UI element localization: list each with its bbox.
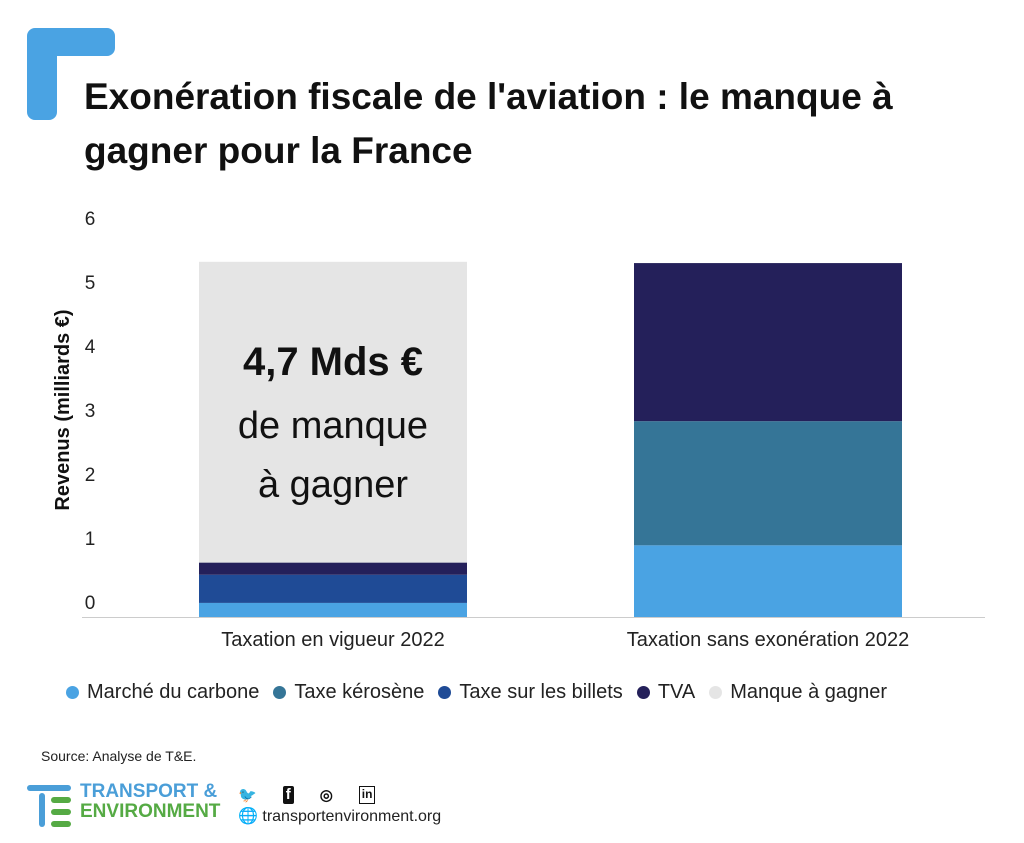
bar-segment <box>199 562 467 575</box>
legend-label: Taxe sur les billets <box>459 681 623 703</box>
annotation-amount: 4,7 Mds € <box>243 340 423 384</box>
annotation-text: de manque <box>238 405 428 447</box>
twitter-icon[interactable]: 🐦 <box>238 787 257 804</box>
legend: Marché du carbone Taxe kérosène Taxe sur l… <box>66 681 887 704</box>
bar-segment <box>634 263 902 422</box>
y-tick-label: 1 <box>85 529 96 550</box>
legend-item: Taxe sur les billets <box>438 681 623 704</box>
source-note: Source: Analyse de T&E. <box>41 748 197 764</box>
bar-segment <box>634 545 902 617</box>
chart-title: Exonération fiscale de l'aviation : le m… <box>84 76 893 171</box>
legend-dot-icon <box>636 686 650 699</box>
logo-line2: ENVIRONMENT <box>80 801 221 822</box>
y-tick-label: 3 <box>85 401 96 422</box>
legend-label: Marché du carbone <box>87 681 260 703</box>
instagram-icon[interactable]: ◎ <box>319 787 333 804</box>
website-url: transportenvironment.org <box>262 808 442 825</box>
legend-item: Taxe kérosène <box>273 681 424 704</box>
bar-segment <box>199 602 467 617</box>
x-tick-label: Taxation en vigueur 2022 <box>221 629 445 651</box>
legend-label: TVA <box>657 681 696 703</box>
y-tick-label: 4 <box>85 337 96 358</box>
logo-text: TRANSPORT & ENVIRONMENT <box>80 782 220 822</box>
website-link[interactable]: 🌐 transportenvironment.org <box>238 806 441 826</box>
legend-dot-icon <box>273 686 287 699</box>
legend-item: Marché du carbone <box>66 681 259 704</box>
bar-segment <box>199 261 467 563</box>
legend-dot-icon <box>438 686 452 699</box>
globe-icon: 🌐 <box>238 808 258 825</box>
legend-dot-icon <box>709 686 723 699</box>
linkedin-icon[interactable]: in <box>358 786 376 804</box>
annotation-text: à gagner <box>258 464 408 506</box>
legend-item: TVA <box>636 681 696 704</box>
legend-item: Manque à gagner <box>709 681 887 704</box>
y-tick-label: 6 <box>85 209 96 230</box>
y-tick-label: 5 <box>85 273 96 294</box>
x-tick-label: Taxation sans exonération 2022 <box>627 629 909 651</box>
te-logo-icon <box>27 785 71 827</box>
y-tick-label: 2 <box>85 465 96 486</box>
bar-segment <box>199 574 467 603</box>
y-axis-label: Revenus (milliards €) <box>52 309 74 510</box>
legend-dot-icon <box>66 686 79 699</box>
legend-label: Taxe kérosène <box>294 681 425 703</box>
legend-label: Manque à gagner <box>730 681 888 703</box>
y-tick-label: 0 <box>85 593 96 614</box>
bar-segment <box>634 421 902 546</box>
logo-line1: TRANSPORT & <box>80 781 218 802</box>
facebook-icon[interactable]: f <box>282 786 294 804</box>
corner-decoration <box>27 28 115 120</box>
social-links: 🐦 f ◎ in <box>238 786 376 804</box>
